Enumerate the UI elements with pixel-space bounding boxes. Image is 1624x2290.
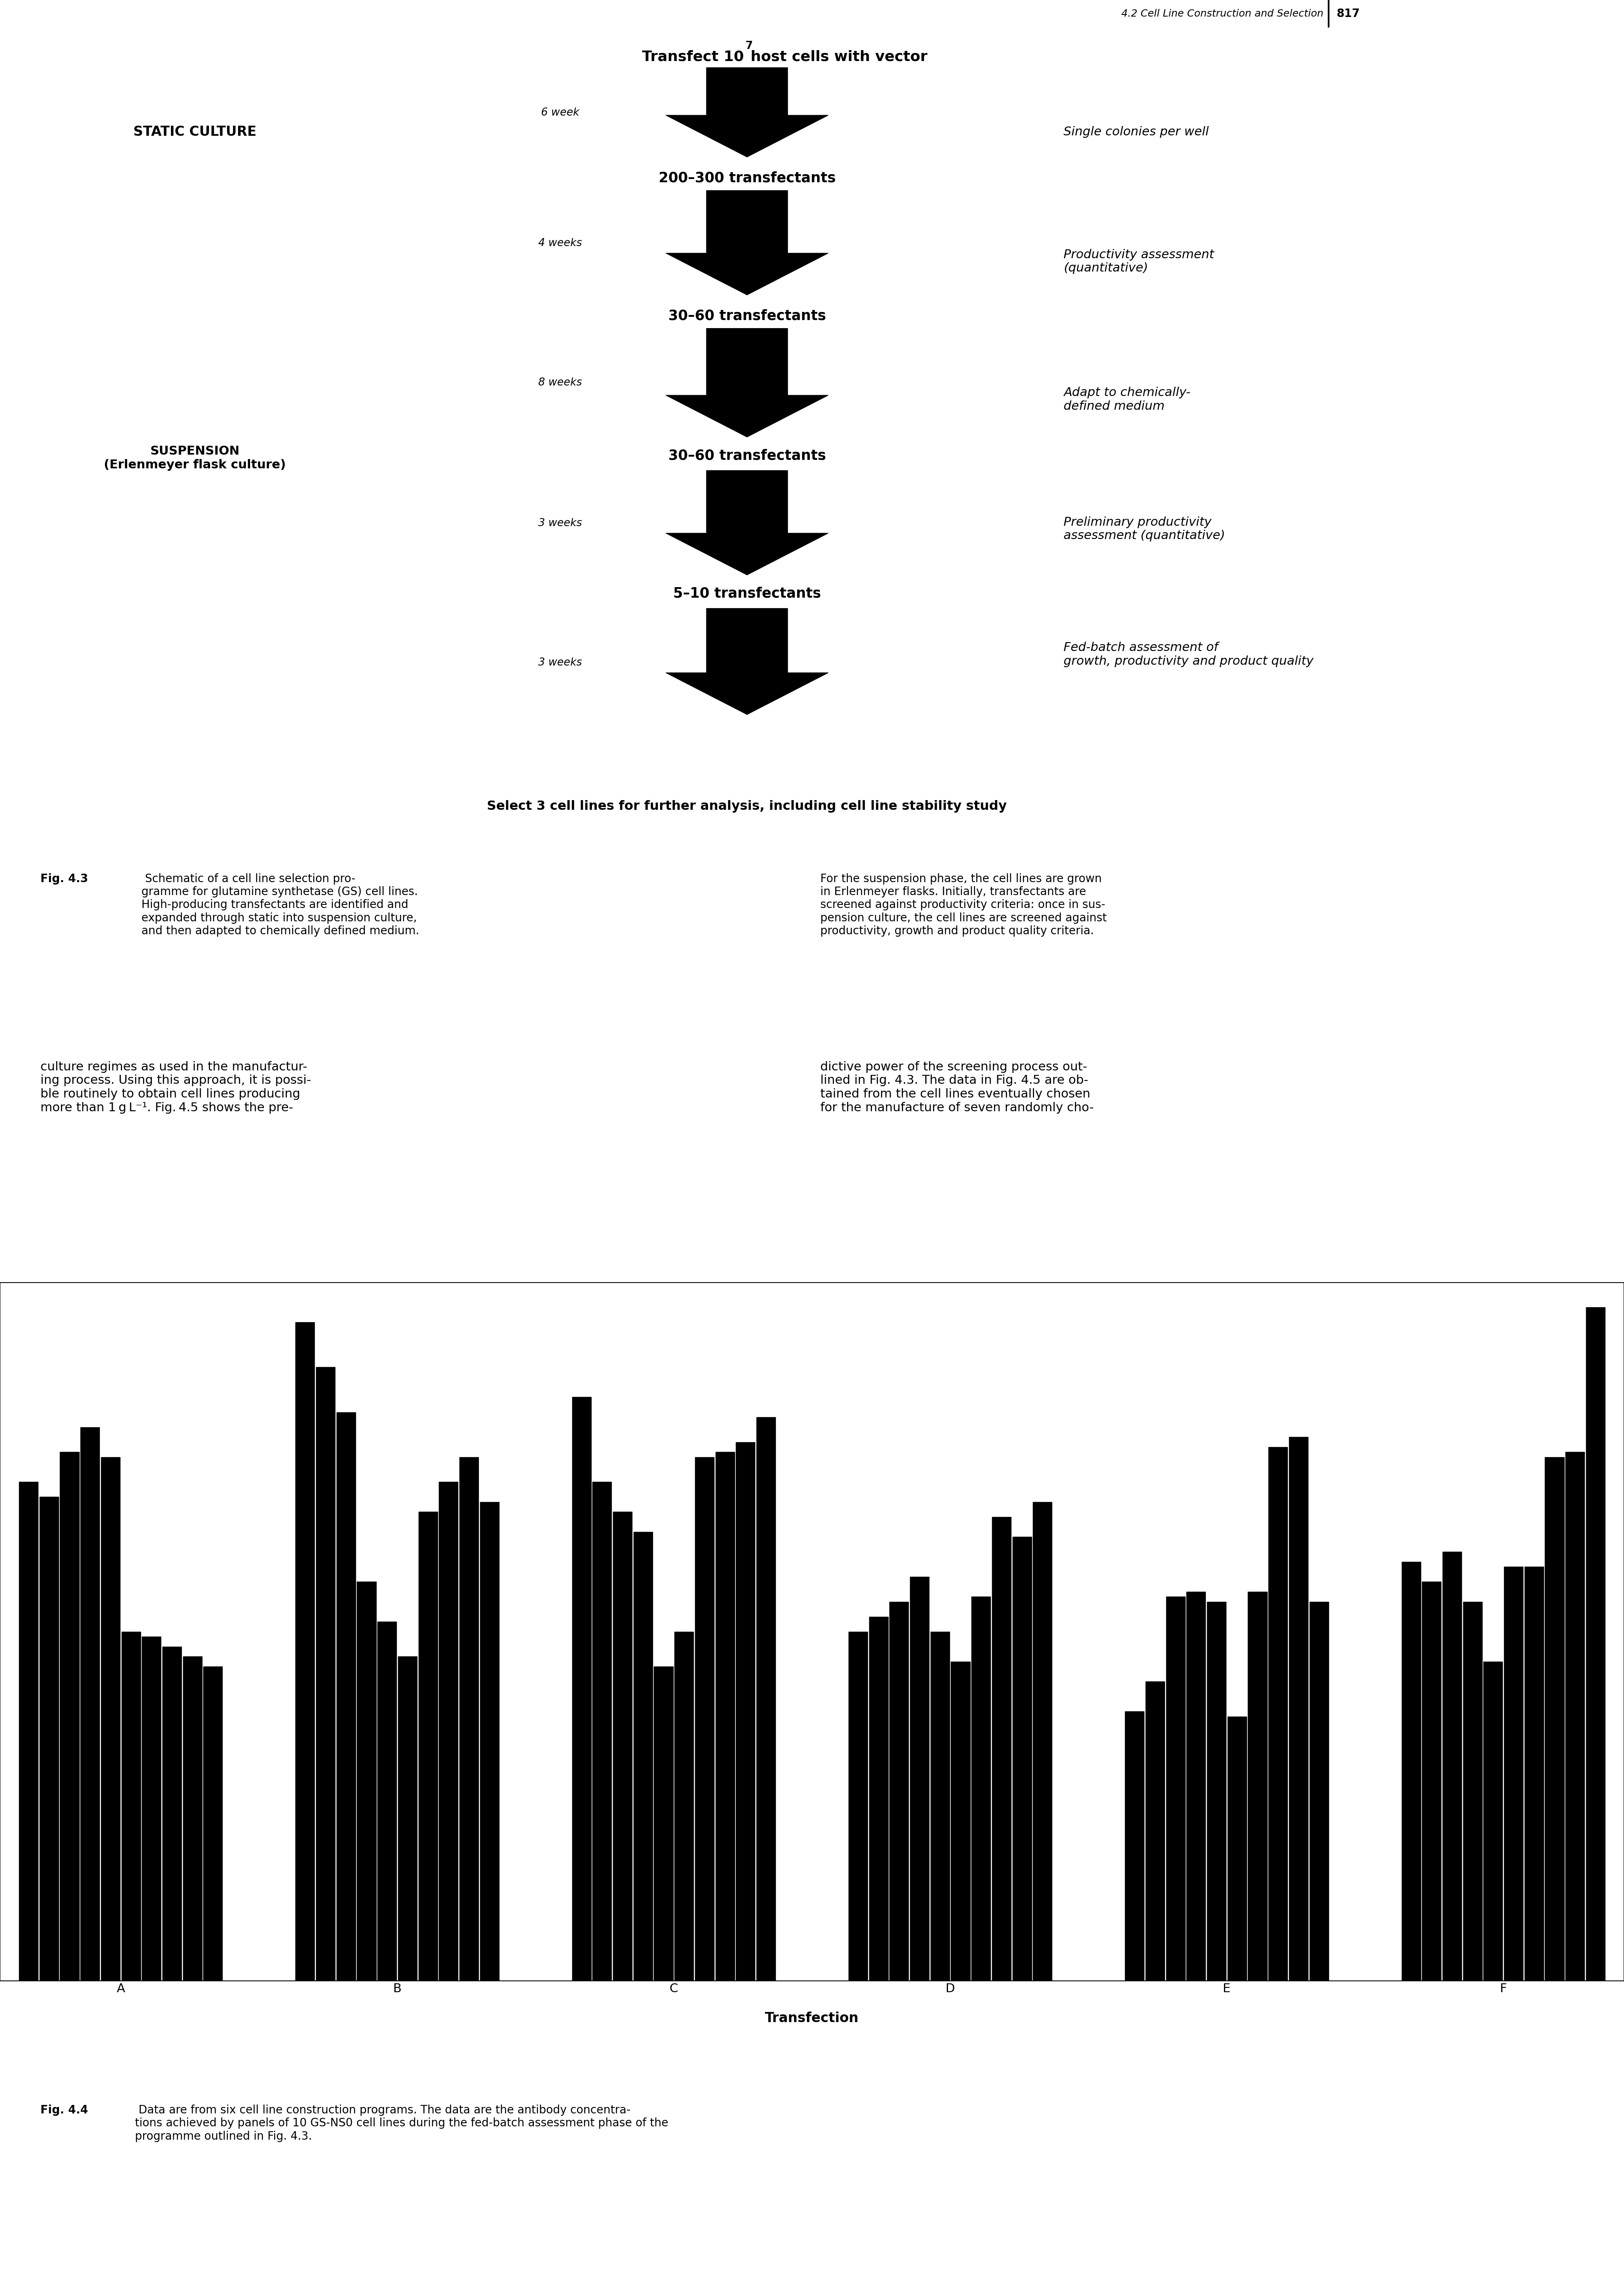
Bar [674,1630,693,1981]
Text: Single colonies per well: Single colonies per well [1064,126,1208,137]
Polygon shape [666,69,828,158]
Text: 7: 7 [745,41,754,50]
Bar [654,1667,672,1981]
Bar [736,1443,755,1981]
Text: Productivity assessment
(quantitative): Productivity assessment (quantitative) [1064,250,1215,275]
Text: 30–60 transfectants: 30–60 transfectants [667,309,827,323]
Bar [438,1482,458,1981]
Bar [1012,1537,1031,1981]
Bar [184,1656,201,1981]
Bar [1525,1566,1543,1981]
Bar [695,1456,715,1981]
Bar [317,1367,335,1981]
Bar [203,1667,222,1981]
Bar [952,1663,970,1981]
Text: Transfect 10: Transfect 10 [641,50,744,64]
Bar [1247,1592,1267,1981]
Polygon shape [666,609,828,714]
Text: Transfection: Transfection [765,2011,859,2024]
Text: 200–300 transfectants: 200–300 transfectants [658,172,836,185]
Text: 30–60 transfectants: 30–60 transfectants [667,449,827,463]
Bar [1268,1447,1288,1981]
Bar [1423,1582,1440,1981]
Text: Preliminary productivity
assessment (quantitative): Preliminary productivity assessment (qua… [1064,515,1224,543]
Bar [612,1511,632,1981]
Bar [1207,1601,1226,1981]
Bar [593,1482,612,1981]
Bar [1289,1438,1307,1981]
Bar [141,1637,161,1981]
Bar [1166,1596,1186,1981]
Bar [1145,1681,1164,1981]
Bar [869,1617,888,1981]
Bar [460,1456,479,1981]
Bar [419,1511,437,1981]
Text: Adapt to chemically-
defined medium: Adapt to chemically- defined medium [1064,387,1190,412]
Bar [162,1647,182,1981]
Bar [992,1516,1012,1981]
Bar [1033,1502,1052,1981]
Bar [398,1656,417,1981]
Bar [909,1578,929,1981]
Bar [1544,1456,1564,1981]
Text: For the suspension phase, the cell lines are grown
in Erlenmeyer flasks. Initial: For the suspension phase, the cell lines… [820,872,1106,937]
Bar [1587,1308,1605,1981]
Bar [1566,1452,1585,1981]
Text: 4 weeks: 4 weeks [539,238,581,247]
Bar [296,1321,315,1981]
Text: STATIC CULTURE: STATIC CULTURE [133,126,257,140]
Bar [572,1397,591,1981]
Bar [122,1630,140,1981]
Text: host cells with vector: host cells with vector [745,50,927,64]
Bar [1402,1562,1421,1981]
Polygon shape [666,190,828,295]
Bar [1228,1718,1247,1981]
Bar [60,1452,80,1981]
Bar [1504,1566,1523,1981]
Bar [479,1502,499,1981]
Text: Fed-batch assessment of
growth, productivity and product quality: Fed-batch assessment of growth, producti… [1064,641,1314,666]
Polygon shape [666,469,828,575]
Text: Fig. 4.3: Fig. 4.3 [41,872,88,884]
Bar [19,1482,37,1981]
Text: 817: 817 [1337,9,1359,18]
Bar [1463,1601,1483,1981]
Text: Data are from six cell line construction programs. The data are the antibody con: Data are from six cell line construction… [135,2105,667,2141]
Text: SUSPENSION
(Erlenmeyer flask culture): SUSPENSION (Erlenmeyer flask culture) [104,444,286,469]
Text: 8 weeks: 8 weeks [539,378,581,387]
Text: Fig. 4.4: Fig. 4.4 [41,2105,88,2116]
Bar [336,1413,356,1981]
Bar [1187,1592,1205,1981]
Bar [716,1452,734,1981]
Bar [1484,1663,1502,1981]
Bar [890,1601,908,1981]
Text: 4.2 Cell Line Construction and Selection: 4.2 Cell Line Construction and Selection [1122,9,1324,18]
Text: 5–10 transfectants: 5–10 transfectants [672,586,822,600]
Text: Select 3 cell lines for further analysis, including cell line stability study: Select 3 cell lines for further analysis… [487,799,1007,813]
Bar [1442,1553,1462,1981]
Text: 3 weeks: 3 weeks [539,518,581,529]
Bar [377,1621,396,1981]
Bar [357,1582,377,1981]
Text: dictive power of the screening process out-
lined in Fig. 4.3. The data in Fig. : dictive power of the screening process o… [820,1060,1093,1113]
Polygon shape [666,327,828,437]
Bar [931,1630,950,1981]
Text: culture regimes as used in the manufactur-
ing process. Using this approach, it : culture regimes as used in the manufactu… [41,1060,312,1113]
Bar [633,1532,653,1981]
Bar [757,1418,775,1981]
Bar [81,1427,99,1981]
Bar [849,1630,867,1981]
Text: Schematic of a cell line selection pro-
gramme for glutamine synthetase (GS) cel: Schematic of a cell line selection pro- … [141,872,419,937]
Bar [39,1498,58,1981]
Text: 3 weeks: 3 weeks [539,657,581,669]
Bar [1125,1711,1145,1981]
Bar [101,1456,120,1981]
Text: 6 week: 6 week [541,108,580,119]
Bar [1309,1601,1328,1981]
Bar [971,1596,991,1981]
